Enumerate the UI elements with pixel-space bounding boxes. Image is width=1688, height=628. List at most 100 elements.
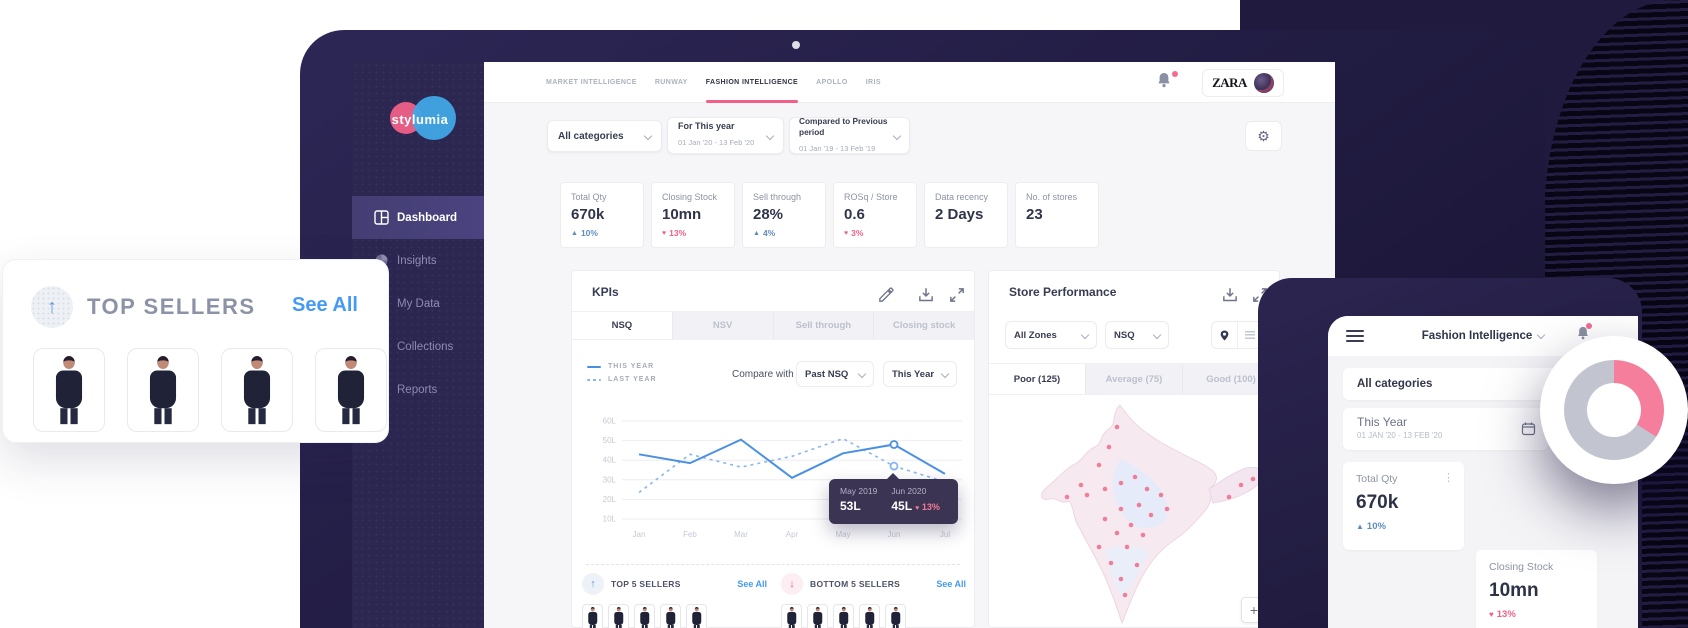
- seller-thumbnail[interactable]: [686, 604, 707, 628]
- zone-filter-dropdown[interactable]: All Zones: [1005, 321, 1097, 349]
- svg-text:Jul: Jul: [940, 530, 950, 539]
- kpi-label: Data recency: [935, 192, 989, 202]
- svg-text:60L: 60L: [603, 417, 617, 426]
- svg-text:Feb: Feb: [683, 530, 697, 539]
- svg-text:20L: 20L: [603, 495, 617, 504]
- seller-thumbnail[interactable]: [781, 604, 802, 628]
- tab-nsq[interactable]: NSQ: [572, 312, 673, 339]
- seller-thumbnail[interactable]: [859, 604, 880, 628]
- compare-filter[interactable]: Compared to Previous period 01 Jan '19 -…: [789, 116, 910, 156]
- svg-text:May: May: [835, 530, 850, 539]
- seller-thumbnail[interactable]: [885, 604, 906, 628]
- bottom-sellers-group: ↓ BOTTOM 5 SELLERS See All: [781, 573, 966, 628]
- nav-tab-apollo[interactable]: APOLLO: [816, 79, 848, 86]
- compare-label: Compared to Previous period: [799, 115, 888, 137]
- seller-thumbnail[interactable]: [660, 604, 681, 628]
- kpi-label: Closing Stock: [1489, 561, 1554, 573]
- chevron-down-icon: [940, 369, 950, 379]
- edit-icon[interactable]: [877, 287, 895, 303]
- nav-tab-fashion-intelligence[interactable]: FASHION INTELLIGENCE: [705, 62, 799, 103]
- compare-metric-dropdown[interactable]: Past NSQ: [796, 361, 874, 387]
- product-thumbnail[interactable]: [127, 348, 199, 432]
- arrow-down-icon: ↓: [781, 573, 803, 595]
- nav-tab-market-intelligence[interactable]: MARKET INTELLIGENCE: [546, 79, 637, 86]
- product-model-image: [666, 607, 676, 628]
- download-icon[interactable]: [917, 287, 935, 303]
- category-value: All categories: [1357, 378, 1433, 390]
- tooltip-value: 53L: [840, 499, 861, 513]
- product-model-image: [839, 607, 849, 628]
- account-switcher[interactable]: ZARA: [1202, 69, 1284, 97]
- compare-filter-text: Compared to Previous period 01 Jan '19 -…: [799, 116, 894, 156]
- list-view-button[interactable]: [1238, 322, 1263, 348]
- kpi-delta: ▲ 10%: [571, 228, 598, 238]
- sidebar-item-label: Reports: [397, 383, 438, 396]
- tooltip-label: May 2019: [840, 486, 878, 496]
- india-store-map[interactable]: [989, 395, 1279, 628]
- expand-icon[interactable]: [948, 287, 966, 303]
- product-thumbnail[interactable]: [315, 348, 387, 432]
- top-sellers-see-all-link[interactable]: See All: [737, 579, 767, 589]
- product-model-image: [53, 356, 85, 431]
- tab-average[interactable]: Average (75): [1086, 364, 1183, 394]
- seller-thumbnail[interactable]: [608, 604, 629, 628]
- download-icon[interactable]: [1221, 287, 1239, 303]
- kebab-menu-icon[interactable]: ⋮: [1443, 472, 1454, 484]
- dashboard-settings-button[interactable]: ⚙: [1245, 121, 1282, 151]
- notifications-button[interactable]: [1156, 71, 1178, 95]
- kpi-value: 28%: [753, 206, 784, 223]
- metric-filter-dropdown[interactable]: NSQ: [1105, 321, 1169, 349]
- product-thumbnail[interactable]: [221, 348, 293, 432]
- top-sellers-label: TOP 5 SELLERS: [611, 579, 681, 589]
- tab-sell-through[interactable]: Sell through: [773, 312, 875, 339]
- bottom-sellers-label: BOTTOM 5 SELLERS: [810, 579, 901, 589]
- sidebar-item-dashboard[interactable]: Dashboard: [352, 196, 484, 239]
- kpis-panel: KPIs NSQ NSV Sell through Closing stock …: [571, 270, 975, 628]
- down-indicator-icon: ♥: [1489, 610, 1494, 619]
- map-view-button[interactable]: [1212, 322, 1238, 348]
- product-model-image: [787, 607, 797, 628]
- kpi-label: Total Qty: [1356, 473, 1398, 485]
- compare-range: 01 Jan '19 - 13 Feb '19: [799, 143, 876, 153]
- product-model-image: [865, 607, 875, 628]
- tablet-header: Fashion Intelligence: [1328, 316, 1638, 356]
- period-filter[interactable]: For This year 01 Jan '20 - 13 Feb '20: [667, 117, 784, 154]
- tablet-notifications-button[interactable]: [1576, 323, 1592, 346]
- down-indicator-icon: ♥: [915, 505, 920, 512]
- kpi-card-rosq-store: ROSq / Store 0.6 ♥ 3%: [833, 182, 917, 248]
- seller-thumbnail[interactable]: [833, 604, 854, 628]
- tooltip-value: 45L ♥ 13%: [891, 499, 940, 513]
- kpi-label: No. of stores: [1026, 192, 1078, 202]
- tab-closing-stock[interactable]: Closing stock: [874, 312, 974, 339]
- category-filter[interactable]: All categories: [547, 120, 662, 152]
- kpi-value: 670k: [571, 206, 605, 223]
- view-toggle: [1211, 321, 1263, 349]
- nav-tab-runway[interactable]: RUNWAY: [654, 79, 688, 86]
- product-thumbnail[interactable]: [33, 348, 105, 432]
- store-performance-panel: Store Performance All Zones NSQ Poor (12…: [988, 270, 1280, 628]
- sellers-section: ↑ TOP 5 SELLERS See All ↓ BOTTOM 5 SELLE…: [582, 573, 966, 628]
- tab-nsv[interactable]: NSV: [672, 312, 774, 339]
- nav-tab-iris[interactable]: IRIS: [865, 79, 881, 86]
- compare-period-value: This Year: [892, 368, 935, 380]
- tab-poor[interactable]: Poor (125): [989, 364, 1086, 394]
- menu-button[interactable]: [1346, 330, 1364, 342]
- see-all-link[interactable]: See All: [292, 294, 358, 316]
- kpi-card-data-recency: Data recency 2 Days: [924, 182, 1008, 248]
- bottom-sellers-see-all-link[interactable]: See All: [936, 579, 966, 589]
- tablet-period-filter[interactable]: This Year 01 JAN '20 - 13 FEB '20: [1343, 408, 1548, 450]
- tablet-title[interactable]: Fashion Intelligence: [1328, 316, 1638, 356]
- up-indicator-icon: ▲: [1356, 522, 1364, 531]
- seller-thumbnail[interactable]: [582, 604, 603, 628]
- chevron-down-icon: [643, 131, 653, 141]
- kpi-value: 2 Days: [935, 206, 984, 223]
- avatar[interactable]: [1253, 73, 1274, 93]
- period-filter-text: For This year 01 Jan '20 - 13 Feb '20: [678, 121, 754, 150]
- period-label: For This year: [678, 121, 735, 131]
- compare-period-dropdown[interactable]: This Year: [883, 361, 957, 387]
- seller-thumbnail[interactable]: [807, 604, 828, 628]
- kpi-card-total-qty: Total Qty 670k ▲ 10%: [560, 182, 644, 248]
- seller-thumbnail[interactable]: [634, 604, 655, 628]
- calendar-icon: [1521, 422, 1536, 436]
- period-range-value: 01 JAN '20 - 13 FEB '20: [1357, 431, 1443, 440]
